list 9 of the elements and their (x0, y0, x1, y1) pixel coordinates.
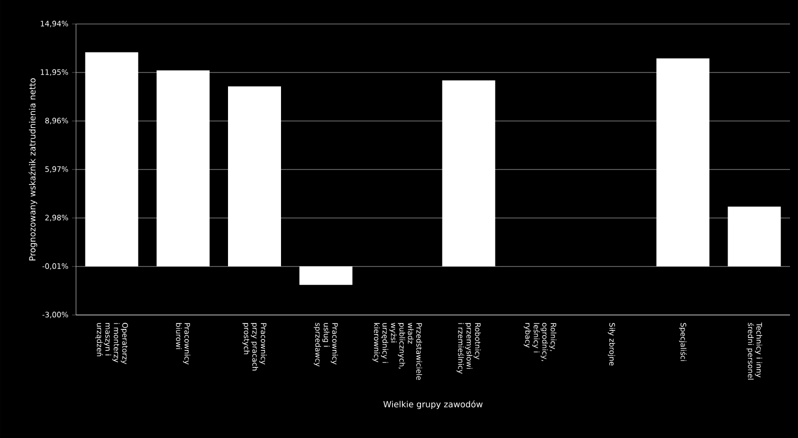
bar (85, 52, 138, 266)
bar (728, 206, 781, 266)
bar (442, 80, 496, 266)
bar (656, 58, 710, 266)
bar (156, 70, 210, 266)
x-axis-title: Wielkie grupy zawodów (383, 400, 483, 410)
bar (299, 266, 352, 285)
y-axis-title: Prognozowany wskaźnik zatrudnienia netto (28, 78, 38, 260)
bar (228, 86, 282, 266)
